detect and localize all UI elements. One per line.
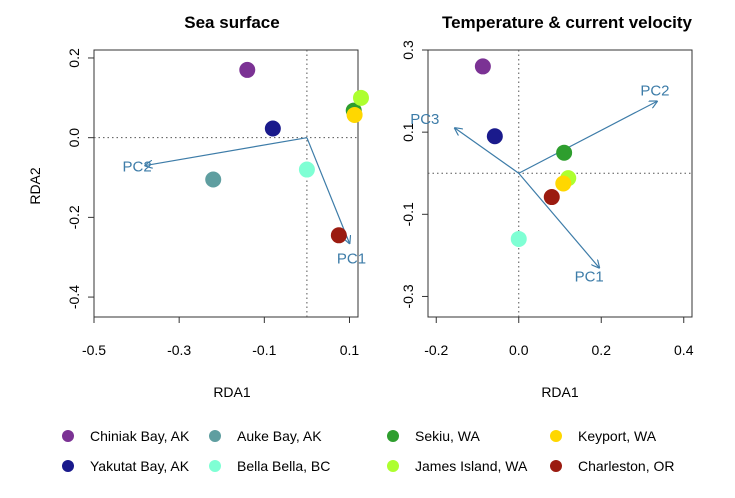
x-axis-label: RDA1: [541, 384, 579, 400]
legend-label: Auke Bay, AK: [237, 428, 322, 444]
point-charleston-or: [330, 227, 347, 244]
legend-swatch: [62, 460, 74, 472]
legend: Chiniak Bay, AK Yakutat Bay, AK Auke Bay, …: [62, 428, 674, 474]
x-axis-label: RDA1: [213, 384, 251, 400]
legend-label: Yakutat Bay, AK: [90, 458, 190, 474]
x-tick-label: -0.2: [424, 342, 448, 358]
y-tick-label: 0.0: [66, 128, 82, 148]
arrow-label-pc1: PC1: [575, 269, 604, 286]
point-chiniak-bay-ak: [474, 58, 491, 75]
x-tick-label: -0.3: [167, 342, 191, 358]
y-tick-label: 0.1: [400, 122, 416, 142]
point-sekiu-wa: [556, 144, 573, 161]
arrow-label-pc2: PC2: [640, 82, 669, 99]
x-tick-label: 0.0: [509, 342, 529, 358]
point-bella-bella-bc: [298, 161, 315, 178]
legend-label: Keyport, WA: [578, 428, 657, 444]
point-yakutat-bay-ak: [264, 120, 281, 137]
legend-label: James Island, WA: [415, 458, 528, 474]
x-tick-label: -0.1: [252, 342, 276, 358]
legend-swatch: [62, 430, 74, 442]
point-charleston-or: [543, 189, 560, 206]
panel-sea-surface: Sea surface RDA1 RDA2 -0.5 -0.3 -0.1 0.1 -0.…: [27, 13, 369, 400]
legend-swatch: [387, 460, 399, 472]
y-tick-label: -0.2: [66, 205, 82, 229]
point-chiniak-bay-ak: [239, 61, 256, 78]
arrow-pc2: [518, 101, 657, 174]
panel-temperature-current: Temperature & current velocity RDA1 -0.2…: [400, 13, 694, 400]
point-yakutat-bay-ak: [486, 128, 503, 145]
legend-swatch: [387, 430, 399, 442]
plot-frame: [93, 49, 359, 318]
x-tick-label: -0.5: [82, 342, 106, 358]
arrow-pc3: [455, 128, 520, 174]
point-auke-bay-ak: [205, 171, 222, 188]
legend-swatch: [209, 460, 221, 472]
legend-swatch: [209, 430, 221, 442]
y-tick-label: -0.1: [400, 202, 416, 226]
y-tick-label: -0.3: [400, 284, 416, 308]
point-keyport-wa: [555, 175, 572, 192]
y-axis-label: RDA2: [27, 167, 43, 205]
legend-swatch: [550, 460, 562, 472]
arrow-pc2: [145, 137, 308, 166]
y-tick-label: 0.2: [66, 48, 82, 68]
point-keyport-wa: [346, 106, 363, 123]
legend-swatch: [550, 430, 562, 442]
x-tick-label: 0.4: [674, 342, 694, 358]
arrow-pc1: [518, 172, 599, 267]
panel-title: Sea surface: [184, 13, 279, 32]
panel-title: Temperature & current velocity: [442, 13, 693, 32]
legend-label: Chiniak Bay, AK: [90, 428, 190, 444]
point-bella-bella-bc: [510, 230, 527, 247]
point-james-island-wa: [352, 89, 369, 106]
x-tick-label: 0.2: [592, 342, 612, 358]
y-tick-label: 0.3: [400, 40, 416, 60]
arrow-label-pc3: PC3: [410, 111, 439, 128]
x-tick-label: 0.1: [340, 342, 360, 358]
arrow-label-pc1: PC1: [337, 250, 366, 267]
arrow-label-pc2: PC2: [123, 159, 152, 176]
y-tick-label: -0.4: [66, 285, 82, 309]
plot-frame: [427, 49, 693, 318]
legend-label: Sekiu, WA: [415, 428, 480, 444]
arrow-pc1: [306, 137, 350, 244]
legend-label: Bella Bella, BC: [237, 458, 330, 474]
legend-label: Charleston, OR: [578, 458, 674, 474]
